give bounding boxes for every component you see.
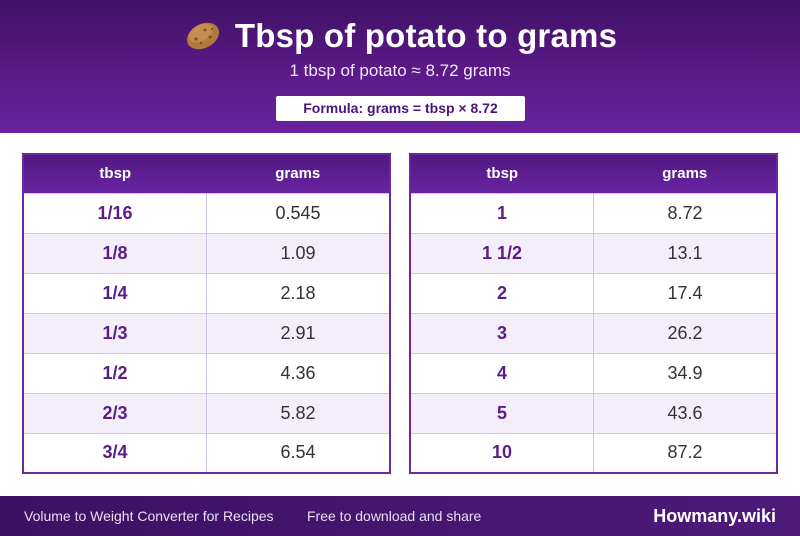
table-row: 10 87.2 [410, 432, 777, 473]
tbsp-cell: 1 1/2 [410, 232, 594, 273]
table-header-row: tbsp grams [23, 154, 390, 193]
grams-cell: 8.72 [593, 192, 777, 233]
grams-cell: 1.09 [206, 232, 390, 273]
tbsp-cell: 4 [410, 352, 594, 393]
grams-cell: 0.545 [206, 192, 390, 233]
tbsp-cell: 1/3 [23, 312, 207, 353]
column-header-tbsp: tbsp [410, 154, 594, 193]
table-row: 5 43.6 [410, 392, 777, 433]
tbsp-cell: 10 [410, 432, 594, 473]
grams-cell: 87.2 [593, 432, 777, 473]
tbsp-cell: 2/3 [23, 392, 207, 433]
footer-tagline: Volume to Weight Converter for Recipes [24, 508, 274, 524]
tbsp-cell: 3/4 [23, 432, 207, 473]
table-row: 2 17.4 [410, 272, 777, 313]
tbsp-cell: 3 [410, 312, 594, 353]
tbsp-cell: 5 [410, 392, 594, 433]
title-row: Tbsp of potato to grams [0, 14, 800, 58]
table-row: 1/16 0.545 [23, 192, 390, 233]
tbsp-cell: 1/4 [23, 272, 207, 313]
tbsp-cell: 1/2 [23, 352, 207, 393]
grams-cell: 4.36 [206, 352, 390, 393]
tbsp-cell: 1/8 [23, 232, 207, 273]
table-row: 1/8 1.09 [23, 232, 390, 273]
conversion-table-small: tbsp grams 1/16 0.545 1/8 1.09 1/4 2.18 … [22, 153, 391, 474]
grams-cell: 2.91 [206, 312, 390, 353]
column-header-grams: grams [206, 154, 390, 193]
footer-share-note: Free to download and share [307, 508, 482, 524]
table-row: 3 26.2 [410, 312, 777, 353]
grams-cell: 17.4 [593, 272, 777, 313]
column-header-tbsp: tbsp [23, 154, 207, 193]
grams-cell: 26.2 [593, 312, 777, 353]
page-header: Tbsp of potato to grams 1 tbsp of potato… [0, 0, 800, 133]
page-subtitle: 1 tbsp of potato ≈ 8.72 grams [289, 61, 511, 80]
conversion-table-large: tbsp grams 1 8.72 1 1/2 13.1 2 17.4 3 26… [409, 153, 778, 474]
tbsp-cell: 1/16 [23, 192, 207, 233]
table-row: 3/4 6.54 [23, 432, 390, 473]
grams-cell: 5.82 [206, 392, 390, 433]
formula-badge: Formula: grams = tbsp × 8.72 [276, 96, 525, 121]
table-row: 2/3 5.82 [23, 392, 390, 433]
page-footer: Volume to Weight Converter for Recipes F… [0, 496, 800, 536]
grams-cell: 6.54 [206, 432, 390, 473]
table-row: 1/4 2.18 [23, 272, 390, 313]
table-row: 1 1/2 13.1 [410, 232, 777, 273]
tbsp-cell: 2 [410, 272, 594, 313]
table-header-row: tbsp grams [410, 154, 777, 193]
table-row: 1/3 2.91 [23, 312, 390, 353]
site-brand[interactable]: Howmany.wiki [653, 506, 776, 526]
table-row: 4 34.9 [410, 352, 777, 393]
table-row: 1 8.72 [410, 192, 777, 233]
potato-icon [183, 19, 223, 53]
table-row: 1/2 4.36 [23, 352, 390, 393]
page-title: Tbsp of potato to grams [234, 17, 618, 54]
grams-cell: 13.1 [593, 232, 777, 273]
tbsp-cell: 1 [410, 192, 594, 233]
column-header-grams: grams [593, 154, 777, 193]
grams-cell: 2.18 [206, 272, 390, 313]
grams-cell: 34.9 [593, 352, 777, 393]
grams-cell: 43.6 [593, 392, 777, 433]
